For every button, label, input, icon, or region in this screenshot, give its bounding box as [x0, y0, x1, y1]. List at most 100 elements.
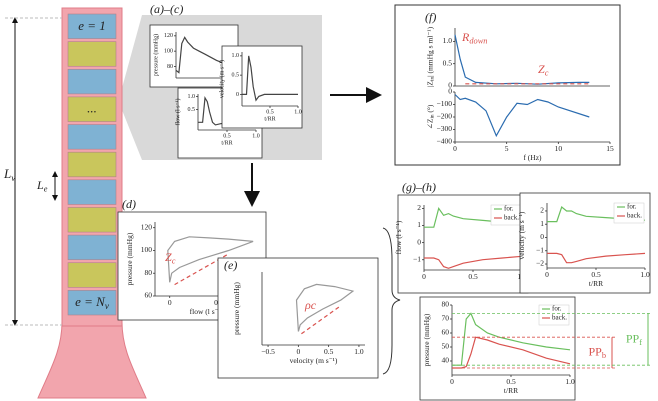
y-tick-label: 1.0: [443, 36, 453, 45]
plot: −2 −1 0 1 2 0 0.5 1.0 t/RR velocity (m s⁻¹) for.ba…: [517, 192, 651, 294]
y-tick-label: 70: [442, 314, 450, 323]
annotation: ρc: [304, 298, 317, 312]
legend-label: for.: [504, 205, 514, 213]
x-tick-label: 1.0: [252, 133, 260, 139]
y-tick-label: 1.0: [188, 94, 196, 100]
y-tick-label: 40: [442, 356, 450, 365]
vessel-element: [67, 207, 117, 233]
y-tick-label: −2: [536, 259, 544, 268]
annotation: Rdown: [461, 30, 488, 46]
vessel-element: [67, 179, 117, 205]
y-axis-label-part: |Z: [425, 81, 434, 88]
annotation-part: Z: [538, 62, 545, 76]
y-tick-label: 100: [164, 49, 173, 55]
y-tick-label: 0.5: [188, 107, 196, 113]
y-axis-label-part: in: [430, 114, 436, 118]
legend-label: for.: [552, 305, 562, 313]
x-axis-label: t/RR: [264, 117, 275, 123]
y-axis-label: flow (l s⁻¹): [175, 99, 182, 126]
legend-box: [538, 304, 570, 326]
annotation-part: R: [461, 30, 470, 44]
element-label-part: e: [44, 185, 48, 194]
pp-label-part: f: [639, 338, 642, 347]
y-axis-label: pressure (mmHg): [153, 34, 160, 76]
pp-label-part: b: [602, 351, 606, 360]
y-axis-label: pressure (mmHg): [422, 313, 431, 366]
x-axis-label: t/RR: [589, 279, 603, 288]
x-tick-label: −0.5: [261, 347, 275, 356]
annotation: Zc: [165, 250, 176, 266]
y-tick-label: 1.0: [232, 53, 240, 59]
plot: 0 0.5 1.0 |Zin| (mmHg s ml⁻¹) Rdown Zc: [425, 26, 610, 90]
series-line: [167, 236, 254, 283]
y-axis-label: pressure (mmHg): [232, 282, 241, 335]
y-tick-label: −400: [437, 137, 453, 146]
annotation-part: c: [172, 257, 176, 266]
x-tick-label: 0.5: [223, 133, 231, 139]
brace: [382, 227, 401, 375]
vessel-element: [67, 96, 117, 122]
x-axis-label: velocity (m s⁻¹): [290, 356, 338, 365]
series-line: [452, 312, 571, 366]
y-tick-label: 60: [442, 328, 450, 337]
y-axis-label-part: in: [430, 77, 436, 81]
length-label-part: v: [11, 173, 16, 183]
x-axis-label: f (Hz): [523, 153, 542, 162]
pp-label-part: PP: [626, 331, 640, 345]
vessel-element: [67, 262, 117, 288]
plot: 40 50 60 70 80 0 0.5 1.0 t/RR pressure (mmHg) for.…: [419, 296, 652, 401]
y-tick-label: 120: [141, 222, 153, 231]
y-tick-label: 80: [442, 300, 450, 309]
x-tick-label: 1.0: [354, 347, 364, 356]
panel-label: (e): [224, 258, 237, 272]
x-axis-label: t/RR: [504, 386, 518, 395]
x-tick-label: 1.0: [294, 109, 302, 115]
x-tick-label: 0: [453, 144, 457, 153]
x-tick-label: 0.5: [506, 377, 516, 386]
series-line: [301, 305, 342, 335]
x-tick-label: 5: [505, 144, 509, 153]
y-axis-label: ∠Zin (°): [425, 104, 436, 129]
series-line: [424, 255, 523, 269]
vessel-element: [67, 41, 117, 67]
x-tick-label: 0: [422, 272, 426, 281]
pp-label: PPf: [626, 331, 642, 347]
panel-frame: [394, 4, 621, 166]
y-tick-label: 50: [442, 342, 450, 351]
vessel-element: [67, 13, 117, 39]
y-axis-label: velocity (m s⁻¹): [219, 60, 226, 98]
y-tick-label: 0: [448, 81, 452, 90]
y-axis-label: |Zin| (mmHg s ml⁻¹): [425, 26, 436, 87]
y-tick-label: 0.5: [232, 73, 240, 79]
legend-box: [613, 202, 645, 224]
x-tick-label: 0: [296, 347, 300, 356]
x-tick-label: 0: [450, 377, 454, 386]
segment-label-part: v: [105, 301, 110, 311]
panel-label: (f): [425, 10, 436, 24]
pp-label-part: PP: [588, 344, 602, 358]
y-axis-label-part: | (mmHg s ml⁻¹): [425, 26, 434, 77]
x-tick-label: 1.0: [565, 377, 575, 386]
y-tick-label: 100: [141, 245, 153, 254]
y-axis-label: pressure (mmHg): [125, 232, 134, 285]
y-tick-label: −1: [536, 245, 544, 254]
series-line: [454, 94, 590, 138]
segment-label-part: e = N: [75, 294, 106, 309]
legend-label: back.: [552, 314, 567, 322]
y-tick-label: 1: [417, 220, 421, 229]
vessel-element: [67, 68, 117, 95]
y-tick-label: −100: [437, 99, 453, 108]
panel-label: (g)–(h): [402, 180, 436, 194]
series-line: [547, 252, 646, 264]
x-tick-label: 0.5: [266, 109, 274, 115]
y-axis-label-part: ∠Z: [425, 118, 434, 129]
x-tick-label: 0: [168, 298, 172, 307]
y-tick-label: 80: [145, 268, 153, 277]
y-tick-label: 1: [540, 219, 544, 228]
legend-label: for.: [627, 203, 637, 211]
plot: 0 0.5 1.0 0.5 1.0 t/RR velocity (m s⁻¹): [219, 45, 303, 129]
y-tick-label: −300: [437, 124, 453, 133]
